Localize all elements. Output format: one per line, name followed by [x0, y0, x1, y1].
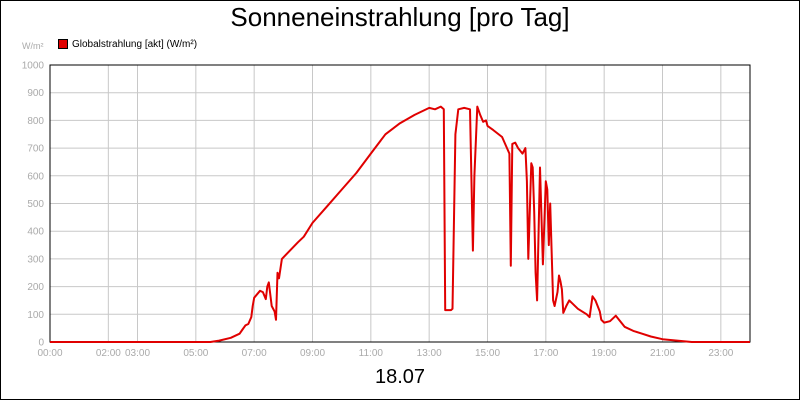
y-tick-label: 700 — [27, 144, 44, 155]
x-tick-label: 02:00 — [96, 348, 121, 359]
series-line-globalstrahlung — [50, 105, 750, 343]
y-tick-label: 800 — [27, 116, 44, 127]
y-tick-label: 1000 — [22, 61, 45, 72]
x-tick-label: 00:00 — [37, 348, 62, 359]
x-tick-label: 07:00 — [242, 348, 267, 359]
plot-border — [49, 64, 751, 343]
y-tick-label: 500 — [27, 199, 44, 210]
y-axis-unit-label: W/m² — [22, 41, 44, 51]
x-tick-label: 23:00 — [708, 348, 733, 359]
x-tick-label: 15:00 — [475, 348, 500, 359]
chart-title: Sonneneinstrahlung [pro Tag] — [230, 2, 570, 32]
y-tick-label: 900 — [27, 88, 44, 99]
y-tick-label: 600 — [27, 171, 44, 182]
legend-label: Globalstrahlung [akt] (W/m²) — [72, 38, 198, 50]
x-tick-label: 05:00 — [183, 348, 208, 359]
date-label: 18.07 — [374, 366, 426, 388]
x-tick-label: 17:00 — [533, 348, 558, 359]
y-tick-label: 0 — [38, 338, 44, 349]
y-tick-label: 200 — [27, 282, 44, 293]
x-tick-label: 03:00 — [125, 348, 150, 359]
x-tick-label: 11:00 — [359, 348, 384, 359]
y-tick-label: 300 — [27, 254, 44, 265]
y-tick-label: 100 — [27, 310, 44, 321]
legend: Globalstrahlung [akt] (W/m²) — [58, 37, 197, 51]
x-tick-label: 13:00 — [417, 348, 442, 359]
legend-swatch — [58, 39, 68, 49]
x-tick-label: 09:00 — [300, 348, 325, 359]
x-tick-label: 21:00 — [650, 348, 675, 359]
x-tick-label: 19:00 — [592, 348, 617, 359]
y-tick-label: 400 — [27, 227, 44, 238]
